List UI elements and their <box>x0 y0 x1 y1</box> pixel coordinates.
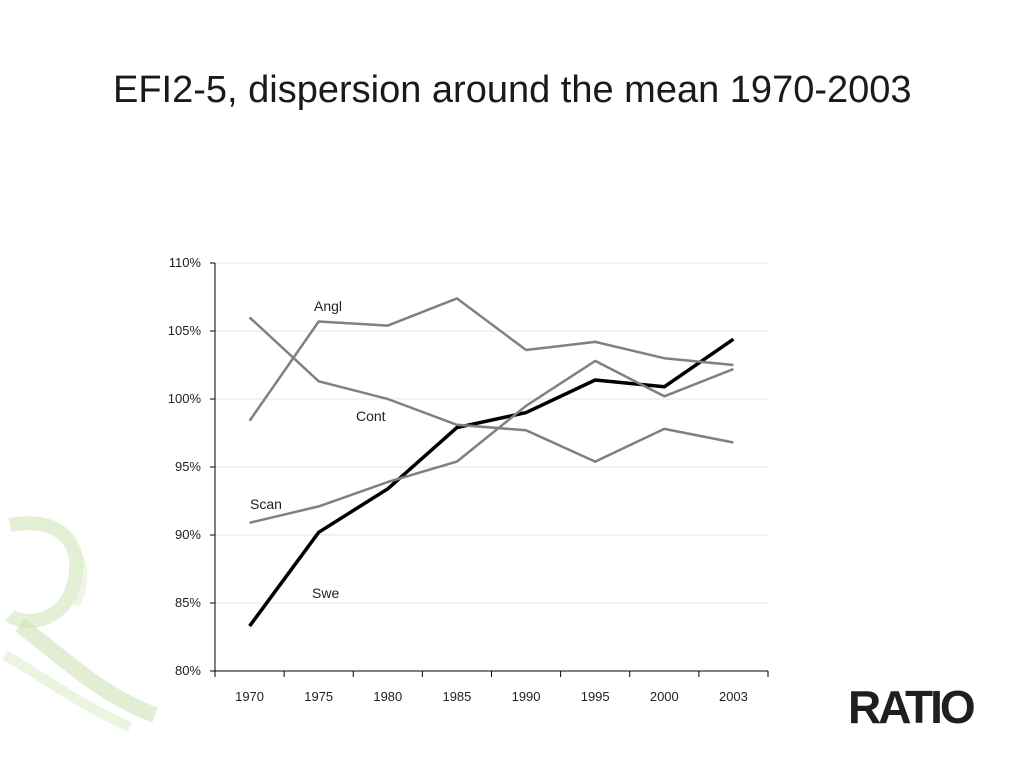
x-tick-label: 2000 <box>650 689 679 704</box>
x-tick-label: 1990 <box>512 689 541 704</box>
series-line-swe <box>248 337 735 628</box>
grid-layer <box>215 262 768 604</box>
ratio-watermark-logo <box>2 516 158 732</box>
series-layer <box>248 297 735 628</box>
y-tick-label: 90% <box>175 527 201 542</box>
slide-title: EFI2-5, dispersion around the mean 1970-… <box>113 69 912 111</box>
x-tick-label: 1995 <box>581 689 610 704</box>
series-label-swe: Swe <box>312 585 339 601</box>
y-tick-label: 80% <box>175 663 201 678</box>
y-tick-label: 100% <box>168 391 202 406</box>
x-tick-label: 1975 <box>304 689 333 704</box>
series-label-scan: Scan <box>250 496 282 512</box>
x-tick-label: 1985 <box>442 689 471 704</box>
y-tick-label: 85% <box>175 595 201 610</box>
x-tick-label: 2003 <box>719 689 748 704</box>
series-label-cont: Cont <box>356 408 386 424</box>
y-tick-label: 95% <box>175 459 201 474</box>
x-tick-label: 1970 <box>235 689 264 704</box>
label-layer: Swe Angl Cont Scan <box>250 298 386 601</box>
series-label-angl: Angl <box>314 298 342 314</box>
series-line-angl <box>248 297 734 422</box>
series-line-cont <box>248 316 734 463</box>
ratio-logo: RATIO <box>848 681 976 733</box>
x-tick-label: 1980 <box>373 689 402 704</box>
y-tick-label: 105% <box>168 323 202 338</box>
y-tick-label: 110% <box>169 255 202 270</box>
series-line-scan <box>249 359 734 525</box>
axis-layer: 80% 85% 90% 95% 100% 105% 110% 1970 1975 1980 1985… <box>168 255 769 704</box>
